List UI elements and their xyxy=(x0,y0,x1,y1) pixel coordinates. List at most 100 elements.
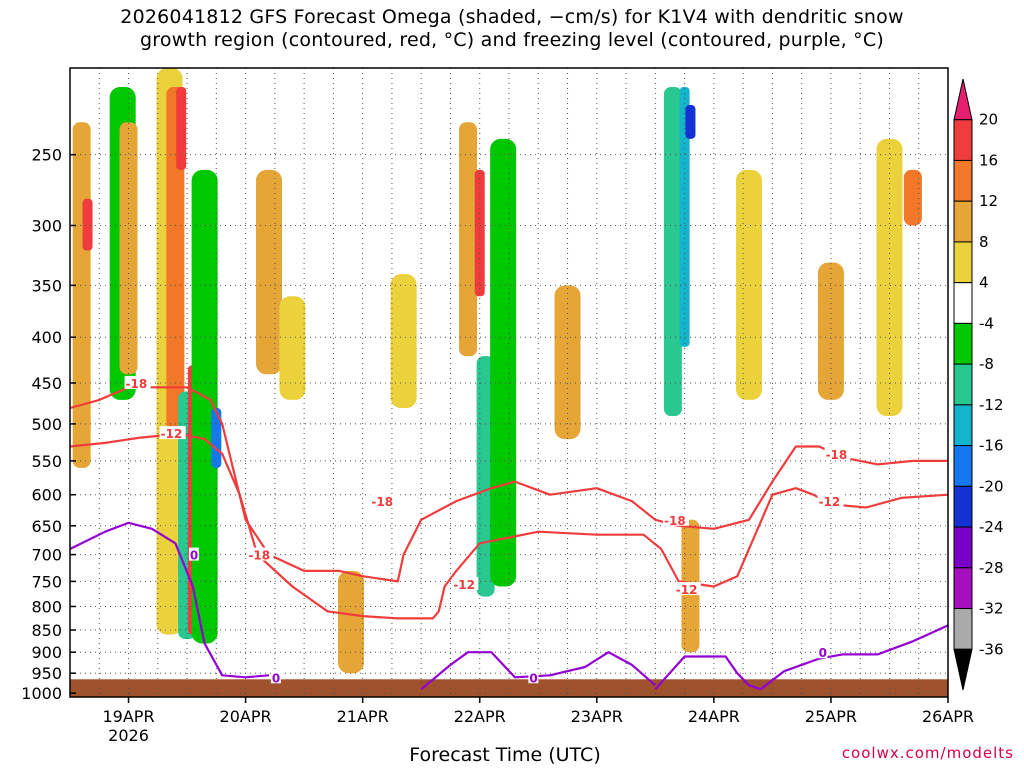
omega-region-26 xyxy=(876,138,903,417)
omega-region-19 xyxy=(554,285,581,440)
freezing-level-contour-a xyxy=(69,521,270,679)
contour-label-bg-9 xyxy=(188,547,199,561)
colorbar-segment-6 xyxy=(953,322,973,365)
colorbar-segment-13 xyxy=(953,608,973,650)
colorbar-segment-0 xyxy=(953,78,973,121)
y-tick-label-13: 900 xyxy=(31,643,62,662)
chart-title: 2026041812 GFS Forecast Omega (shaded, −… xyxy=(0,6,1024,52)
contour-label-bg-4 xyxy=(452,576,479,590)
y-tick-label-3: 400 xyxy=(31,328,62,347)
y-tick-label-4: 450 xyxy=(31,374,62,393)
x-tick-label-7: 26APR xyxy=(922,707,974,726)
colorbar-segment-11 xyxy=(953,526,973,569)
contour-label-5: -18 xyxy=(664,514,686,528)
contour-label-2: -18 xyxy=(248,549,270,563)
omega-region-11 xyxy=(256,169,283,375)
contour-label-10: 0 xyxy=(272,671,280,685)
omega-region-22 xyxy=(685,105,696,139)
contour-label-bg-6 xyxy=(674,582,701,596)
x-tick-label-3: 22APR xyxy=(454,707,506,726)
y-tick-label-5: 500 xyxy=(31,415,62,434)
y-tick-label-12: 850 xyxy=(31,621,62,640)
contour-label-9: 0 xyxy=(190,549,198,563)
contour-label-1: -12 xyxy=(161,427,183,441)
contour-label-bg-1 xyxy=(159,426,186,440)
contour-label-4: -12 xyxy=(453,578,475,592)
omega-region-21 xyxy=(679,86,690,347)
colorbar-segment-1 xyxy=(953,119,973,161)
omega-region-25 xyxy=(817,262,844,400)
freezing-level-contour-c xyxy=(654,624,949,691)
colorbar-label-5: -4 xyxy=(979,314,994,332)
colorbar-label-11: -28 xyxy=(979,559,1004,577)
colorbar-label-13: -36 xyxy=(979,640,1004,658)
contour-label-11: 0 xyxy=(529,671,537,685)
y-tick-label-8: 650 xyxy=(31,517,62,536)
y-axis: 250 300 350 400 450 500 550 600 650 700 750 800 850 9… xyxy=(21,146,76,703)
colorbar-label-1: 16 xyxy=(979,151,998,169)
colorbar-segment-5 xyxy=(953,282,973,324)
colorbar-segment-4 xyxy=(953,241,973,284)
x-tick-label-2: 21APR xyxy=(337,707,389,726)
contour-label-bg-10 xyxy=(270,670,281,684)
omega-region-12 xyxy=(279,296,306,400)
contour-label-bg-0 xyxy=(124,375,151,389)
omega-region-15 xyxy=(459,122,478,357)
y-tick-label-14: 950 xyxy=(31,664,62,683)
contour-label-bg-11 xyxy=(528,670,539,684)
omega-region-20 xyxy=(663,86,682,417)
contour-label-bg-7 xyxy=(824,446,851,460)
x-tick-label-1: 20APR xyxy=(220,707,272,726)
contour-label-3: -18 xyxy=(371,495,393,509)
omega-region-6 xyxy=(176,86,187,170)
colorbar-label-4: 4 xyxy=(979,274,989,292)
contour-label-bg-12 xyxy=(817,645,828,659)
colorbar-segment-12 xyxy=(953,567,973,610)
x-tick-label-6: 25APR xyxy=(805,707,857,726)
colorbar-label-9: -20 xyxy=(979,477,1004,495)
contour-label-bg-5 xyxy=(663,512,690,526)
colorbar-label-0: 20 xyxy=(979,111,998,129)
omega-region-27 xyxy=(903,169,922,226)
y-tick-label-6: 550 xyxy=(31,452,62,471)
contour-label-7: -18 xyxy=(826,448,848,462)
omega-region-1 xyxy=(82,198,93,251)
y-tick-label-11: 800 xyxy=(31,597,62,616)
y-tick-label-9: 700 xyxy=(31,546,62,565)
y-tick-label-15: 1000 xyxy=(21,684,62,703)
colorbar-label-7: -12 xyxy=(979,396,1004,414)
x-tick-label-4: 23APR xyxy=(571,707,623,726)
colorbar-segment-8 xyxy=(953,404,973,447)
colorbar-segment-9 xyxy=(953,445,973,487)
colorbar-label-6: -8 xyxy=(979,355,994,373)
colorbar: 20 16 12 8 4 -4 -8 -12 -16 -20 -24 -28 -32 -36 xyxy=(953,78,1004,691)
contour-label-bg-3 xyxy=(370,494,397,508)
contour-label-12: 0 xyxy=(819,646,827,660)
x-axis: 19APR 20APR 21APR 22APR 23APR 24APR 25APR 26APR… xyxy=(102,697,974,745)
omega-region-17 xyxy=(476,356,495,597)
colorbar-label-3: 8 xyxy=(979,233,989,251)
colorbar-segment-3 xyxy=(953,200,973,243)
credit-link[interactable]: coolwx.com/modelts xyxy=(841,744,1014,762)
dendritic-minus18-contour xyxy=(69,386,948,583)
y-tick-label-7: 600 xyxy=(31,486,62,505)
omega-region-14 xyxy=(390,274,417,409)
y-tick-label-0: 250 xyxy=(31,146,62,165)
x-tick-label-0: 19APR xyxy=(102,707,154,726)
contour-labels: -18 -12 -18 -18 -12 -18 -12 -18 -12 0 0 0 0 xyxy=(124,375,851,685)
omega-region-5 xyxy=(166,86,185,440)
title-line-1: 2026041812 GFS Forecast Omega (shaded, −… xyxy=(120,6,904,28)
omega-region-18 xyxy=(490,138,517,587)
y-tick-label-2: 350 xyxy=(31,276,62,295)
y-tick-label-1: 300 xyxy=(31,216,62,235)
y-tick-label-10: 750 xyxy=(31,572,62,591)
omega-region-24 xyxy=(735,169,762,400)
x-tick-label-5: 24APR xyxy=(688,707,740,726)
colorbar-segment-7 xyxy=(953,363,973,406)
colorbar-label-10: -24 xyxy=(979,518,1004,536)
x-axis-label: Forecast Time (UTC) xyxy=(409,744,601,766)
colorbar-segment-10 xyxy=(953,485,973,528)
omega-shading xyxy=(72,68,922,674)
colorbar-segment-2 xyxy=(953,159,973,202)
